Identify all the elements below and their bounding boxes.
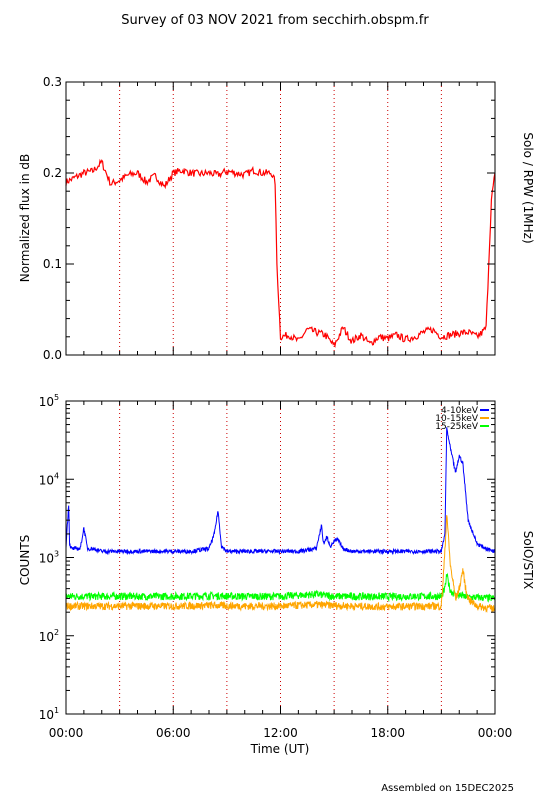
stix-y-tick-exponent: 3 [54,550,59,559]
footer-note: Assembled on 15DEC2025 [381,783,514,794]
time-axis-label: Time (UT) [250,742,310,756]
rpw-flux-series-line [65,158,496,349]
time-tick-label: 00:00 [49,726,84,740]
time-tick-label: 06:00 [156,726,191,740]
rpw-side-label: Solo / RPW (1MHz) [521,132,535,243]
stix-legend-label: 15-25keV [435,422,479,432]
stix-y-tick-label: 10 [39,395,54,409]
stix-y-tick-label: 10 [39,708,54,722]
stix-y-tick-exponent: 2 [54,628,59,637]
stix-y-tick-label: 10 [39,552,54,566]
stix-y-tick-label: 10 [39,473,54,487]
stix-series-line-15-25keV [65,572,496,603]
stix-y-axis-label: COUNTS [18,535,32,586]
rpw-y-tick-label: 0.1 [43,257,62,271]
time-tick-label: 00:00 [478,726,513,740]
page-title: Survey of 03 NOV 2021 from secchirh.obsp… [121,13,429,28]
stix-side-label: SolO/STIX [521,531,535,590]
rpw-y-axis-label: Normalized flux in dB [18,154,32,283]
stix-y-tick-exponent: 4 [54,471,59,480]
stix-y-tick-exponent: 1 [54,706,59,715]
rpw-y-tick-label: 0.2 [43,166,62,180]
stix-y-tick-label: 10 [39,630,54,644]
time-tick-label: 12:00 [263,726,298,740]
stix-y-tick-exponent: 5 [54,393,59,402]
stix-legend-label: 4-10keV [441,406,479,416]
rpw-y-tick-label: 0.3 [43,75,62,89]
time-tick-label: 18:00 [370,726,405,740]
rpw-panel: 0.0 0.1 0.2 0.3 Normalized flux in dB Solo … [18,75,535,362]
stix-series-line-4-10keV [65,427,496,556]
rpw-y-tick-label: 0.0 [43,348,62,362]
stix-legend-label: 10-15keV [435,414,479,424]
stix-series-line-10-15keV [65,515,496,614]
